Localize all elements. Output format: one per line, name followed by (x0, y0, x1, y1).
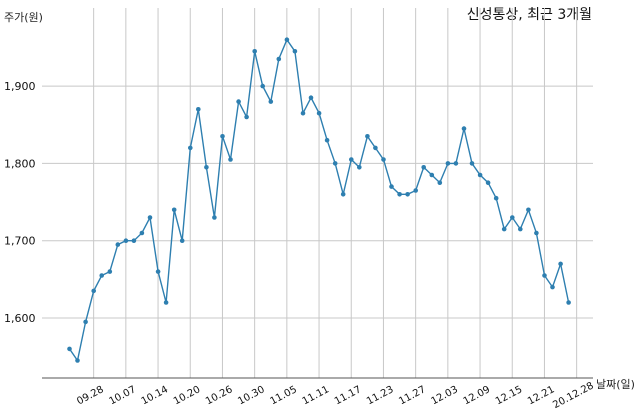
data-point (268, 99, 274, 104)
data-point (316, 110, 322, 116)
y-tick-label: 1,600 (4, 312, 36, 325)
data-point (373, 145, 378, 151)
x-tick-label: 12.15 (494, 384, 524, 407)
y-tick-label: 1,900 (4, 80, 36, 93)
x-tick-label: 11.17 (333, 384, 363, 407)
data-point (252, 49, 257, 54)
x-tick-label: 10.20 (172, 384, 202, 407)
data-point (453, 161, 459, 166)
x-tick-label: 11.05 (268, 384, 298, 407)
data-point (147, 215, 153, 220)
data-point (469, 161, 475, 166)
data-point (357, 165, 362, 170)
data-point (67, 346, 72, 352)
data-point (163, 300, 169, 305)
data-point (292, 49, 298, 54)
data-point (220, 134, 225, 139)
data-point (179, 238, 185, 243)
data-point (501, 226, 507, 232)
data-point (365, 134, 370, 139)
x-tick-label: 10.14 (140, 384, 170, 407)
vertical-gridlines (93, 8, 578, 378)
x-tick-label: 12.09 (462, 384, 492, 407)
data-point (429, 172, 435, 178)
x-tick-label: 10.26 (204, 384, 234, 407)
data-point (461, 126, 467, 131)
data-point (397, 192, 402, 197)
data-point (340, 192, 346, 197)
data-point (131, 238, 137, 243)
data-point (405, 192, 410, 197)
data-point (300, 110, 306, 116)
x-tick-label: 10.07 (107, 384, 137, 407)
data-point (236, 99, 241, 104)
x-tick-label: 11.11 (301, 384, 331, 407)
data-point (123, 238, 129, 243)
data-point (228, 157, 233, 162)
data-point (542, 273, 547, 278)
data-point (308, 95, 314, 100)
data-point (389, 184, 394, 189)
data-point (566, 300, 571, 305)
data-point (413, 188, 419, 193)
x-tick-label: 20.12.28 (551, 380, 595, 411)
data-point (349, 157, 354, 162)
data-point (196, 107, 201, 112)
x-axis-label: 날짜(일) (596, 377, 635, 391)
x-tick-labels: 09.28 10.07 10.14 10.20 10.26 10.30 11.05 11.11… (75, 380, 595, 411)
price-data-points (67, 37, 571, 363)
data-point (139, 230, 145, 236)
data-point (332, 161, 338, 166)
data-point (260, 83, 266, 89)
data-point (99, 273, 104, 278)
data-point (284, 37, 290, 42)
x-tick-label: 11.27 (397, 384, 427, 407)
data-point (75, 358, 80, 363)
data-point (212, 215, 217, 220)
data-point (558, 261, 563, 267)
x-tick-label: 10.30 (236, 384, 266, 407)
data-point (107, 269, 113, 274)
y-tick-label: 1,800 (4, 157, 36, 170)
x-tick-label: 11.23 (365, 384, 395, 407)
data-point (276, 56, 282, 62)
data-point (188, 145, 193, 151)
data-point (171, 207, 177, 213)
data-point (477, 172, 483, 178)
data-point (510, 215, 515, 220)
data-point (115, 242, 121, 247)
data-point (437, 180, 443, 185)
data-point (204, 165, 209, 170)
x-tick-label: 12.03 (429, 384, 459, 407)
data-point (518, 226, 523, 232)
data-point (155, 269, 161, 274)
data-point (324, 137, 330, 143)
data-point (534, 230, 539, 236)
data-point (493, 195, 499, 201)
data-point (550, 284, 555, 290)
chart-title: 신성통상, 최근 3개월 (467, 7, 592, 23)
y-tick-labels: 1,600 1,700 1,800 1,900 (4, 80, 36, 325)
y-axis-label: 주가(원) (4, 11, 43, 24)
data-point (83, 319, 88, 325)
y-tick-label: 1,700 (4, 235, 36, 248)
data-point (421, 165, 427, 170)
horizontal-gridlines (42, 85, 593, 319)
data-point (244, 114, 249, 120)
data-point (91, 288, 96, 294)
data-point (381, 157, 386, 162)
data-point (526, 207, 531, 213)
x-tick-label: 09.28 (75, 384, 105, 407)
data-point (445, 161, 451, 166)
data-point (485, 180, 491, 185)
